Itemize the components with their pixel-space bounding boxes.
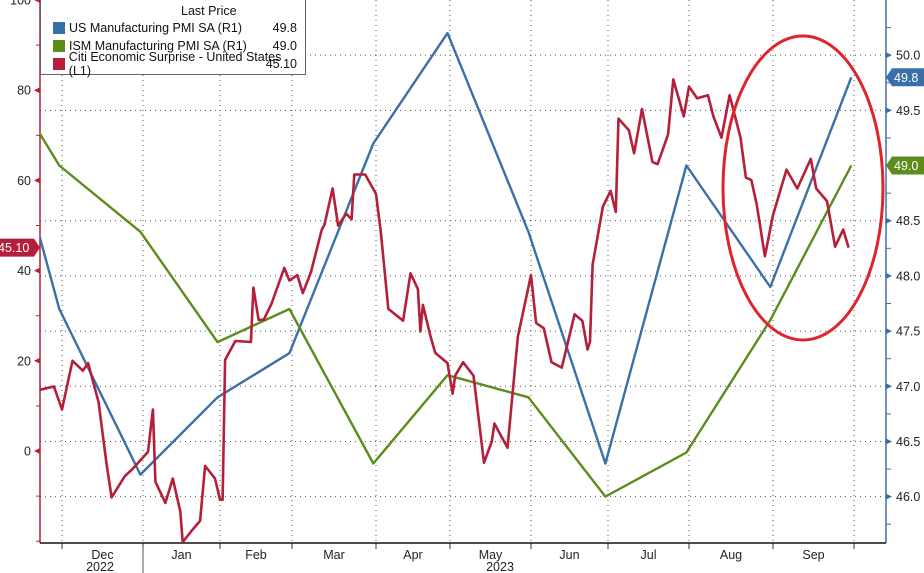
last-price-tag-citi-shape (0, 238, 40, 257)
right-tick (886, 383, 892, 390)
series-line-ism-pmi (40, 131, 853, 498)
left-tick-label: 0 (24, 444, 31, 458)
right-tick-label: 47.5 (896, 325, 920, 339)
last-price-tag-us-pmi-text: 49.8 (894, 71, 918, 85)
right-tick-label: 46.5 (896, 435, 920, 449)
legend-entry-us-pmi: US Manufacturing PMI SA (R1) 49.8 (53, 20, 303, 36)
right-tick-label: 48.0 (896, 269, 920, 283)
series-layer (40, 31, 853, 543)
right-tick (886, 272, 892, 279)
last-price-tag-ism-pmi-shape (886, 156, 924, 175)
left-tick-label: 80 (17, 84, 31, 98)
legend-value: 49.8 (272, 21, 297, 35)
x-month-label: Jul (641, 548, 657, 562)
right-tick-label: 46.0 (896, 490, 920, 504)
legend-entry-citi: Citi Economic Surprise - United States (… (53, 50, 303, 78)
x-year-label: 2023 (486, 560, 514, 573)
x-month-label: May (479, 548, 503, 562)
last-price-tag-citi: 45.10 (0, 238, 40, 257)
right-tick (886, 328, 892, 335)
left-tick-label: 100 (10, 0, 31, 8)
x-month-label: Dec (91, 548, 113, 562)
x-month-label: Jan (171, 548, 191, 562)
left-tick (34, 357, 40, 364)
axes: 50.0 49.5 48.5 48.0 47.5 47.0 46.5 46.0 100 80 60 4… (10, 0, 920, 573)
legend-swatch (53, 22, 65, 34)
x-month-label: Sep (802, 548, 824, 562)
right-tick-label: 50.0 (896, 49, 920, 63)
last-price-tag-ism-pmi-text: 49.0 (894, 159, 918, 173)
legend-entry-ism-pmi: ISM Manufacturing PMI SA (R1) 49.0 (53, 38, 303, 54)
last-price-tag-us-pmi: 49.8 (886, 68, 924, 87)
last-price-tag-us-pmi-shape (886, 68, 924, 87)
left-tick (34, 87, 40, 94)
right-tick-label: 49.5 (896, 104, 920, 118)
series-line-citi-surprise (40, 78, 850, 543)
right-tick (886, 107, 892, 114)
left-tick (34, 0, 40, 3)
series-line-us-pmi (40, 31, 853, 476)
x-year-label: 2022 (86, 560, 114, 573)
legend-label: US Manufacturing PMI SA (R1) (69, 21, 242, 35)
left-tick (34, 447, 40, 454)
x-month-label: Apr (403, 548, 422, 562)
x-month-label: Mar (323, 548, 345, 562)
right-tick (886, 52, 892, 59)
last-price-tag-citi-text: 45.10 (0, 241, 29, 255)
x-month-label: Jun (559, 548, 579, 562)
highlight-ellipse (721, 34, 885, 342)
left-tick (34, 267, 40, 274)
legend: Last Price US Manufacturing PMI SA (R1) … (40, 0, 306, 78)
right-tick (886, 217, 892, 224)
left-tick-label: 60 (17, 174, 31, 188)
legend-value: 49.0 (272, 39, 297, 53)
last-price-tag-ism-pmi: 49.0 (886, 156, 924, 175)
x-month-label: Feb (245, 548, 267, 562)
left-tick (34, 177, 40, 184)
legend-value: 45.10 (265, 57, 297, 71)
left-tick-label: 20 (17, 354, 31, 368)
right-tick (886, 438, 892, 445)
last-price-tags: 45.10 49.8 49.0 (0, 68, 924, 257)
grid (40, 0, 886, 543)
legend-label: Citi Economic Surprise - United States (… (68, 50, 282, 78)
right-tick (886, 493, 892, 500)
x-month-label: Aug (720, 548, 742, 562)
left-tick-label: 40 (17, 264, 31, 278)
legend-label: ISM Manufacturing PMI SA (R1) (69, 39, 247, 53)
right-tick-label: 48.5 (896, 214, 920, 228)
legend-title: Last Price (181, 4, 237, 18)
legend-swatch (53, 58, 65, 70)
legend-swatch (53, 40, 65, 52)
right-tick-label: 47.0 (896, 380, 920, 394)
